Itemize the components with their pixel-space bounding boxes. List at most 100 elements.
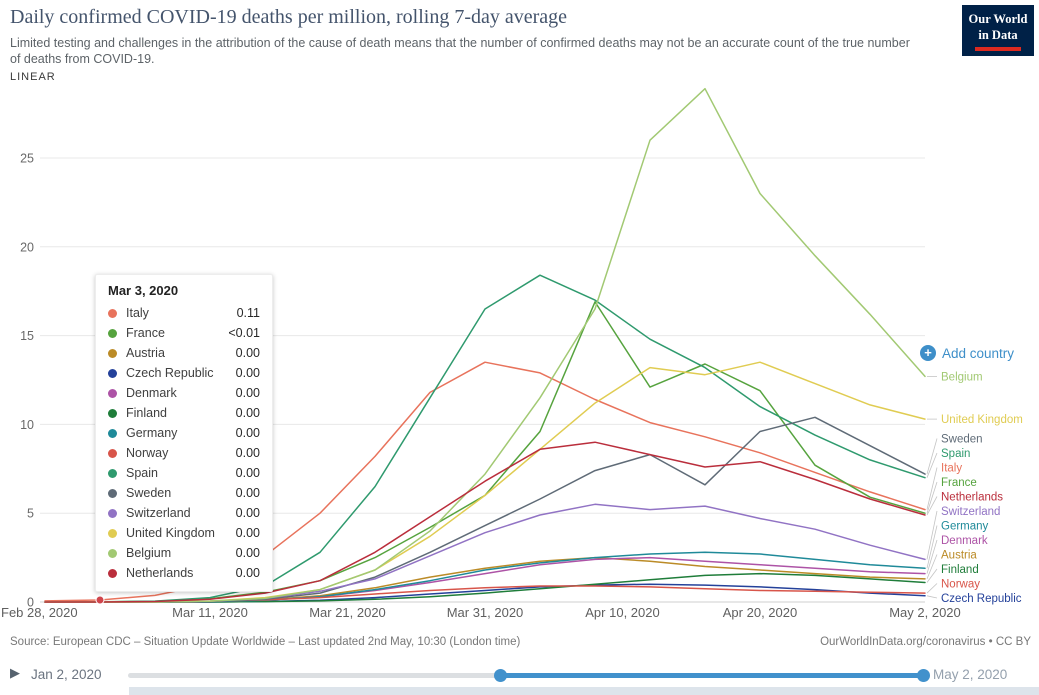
series-line-spain[interactable] [44, 274, 926, 603]
chart-tooltip: Mar 3, 2020 Italy 0.11 France <0.01 Austria 0… [95, 274, 273, 592]
series-color-dot [108, 328, 117, 338]
x-axis-tick-label: Apr 10, 2020 [585, 605, 659, 620]
add-country-button[interactable]: + Add country [920, 345, 1014, 361]
y-axis-tick-label: 20 [20, 240, 34, 254]
owid-logo[interactable]: Our World in Data [962, 5, 1034, 56]
tooltip-country-label: Austria [126, 346, 165, 360]
label-connector [926, 467, 938, 510]
tooltip-row: United Kingdom 0.00 [108, 523, 260, 543]
entity-label-netherlands[interactable]: Netherlands [941, 492, 1003, 504]
x-axis-tick-label: Apr 20, 2020 [723, 605, 797, 620]
tooltip-country-value: 0.00 [235, 386, 260, 400]
series-color-dot [108, 348, 117, 358]
entity-label-france[interactable]: France [941, 477, 977, 489]
entity-label-norway[interactable]: Norway [941, 579, 980, 591]
tooltip-row: Spain 0.00 [108, 463, 260, 483]
series-line-belgium[interactable] [44, 87, 926, 603]
timeline-handle-start[interactable] [494, 669, 507, 682]
tooltip-country-label: Switzerland [126, 506, 191, 520]
entity-label-germany[interactable]: Germany [941, 521, 989, 533]
y-axis-tick-label: 5 [27, 507, 34, 521]
entity-label-austria[interactable]: Austria [941, 550, 977, 562]
tooltip-country-label: Netherlands [126, 566, 194, 580]
tooltip-country-label: Finland [126, 406, 167, 420]
tooltip-row: Germany 0.00 [108, 423, 260, 443]
series-color-dot [108, 388, 117, 398]
entity-label-united-kingdom[interactable]: United Kingdom [941, 414, 1023, 426]
tooltip-country-label: United Kingdom [126, 526, 215, 540]
hover-marker-dot [95, 595, 105, 605]
source-note: Source: European CDC – Situation Update … [10, 636, 521, 648]
tooltip-country-label: Denmark [126, 386, 177, 400]
entity-label-italy[interactable]: Italy [941, 463, 962, 475]
entity-label-spain[interactable]: Spain [941, 448, 970, 460]
series-color-dot [108, 468, 117, 478]
series-color-dot [108, 428, 117, 438]
x-axis-tick-label: May 2, 2020 [889, 605, 961, 620]
label-connector [926, 525, 938, 569]
tooltip-country-value: 0.00 [235, 346, 260, 360]
series-line-netherlands[interactable] [44, 441, 926, 603]
play-icon[interactable]: ▶ [10, 665, 20, 680]
tooltip-row: Belgium 0.00 [108, 543, 260, 563]
entity-label-czech-republic[interactable]: Czech Republic [941, 593, 1022, 605]
tooltip-country-value: 0.00 [235, 466, 260, 480]
series-color-dot [108, 548, 117, 558]
attribution[interactable]: OurWorldInData.org/coronavirus • CC BY [820, 636, 1031, 648]
tooltip-row: Netherlands 0.00 [108, 563, 260, 583]
tooltip-row: Czech Republic 0.00 [108, 363, 260, 383]
tooltip-country-label: Sweden [126, 486, 172, 500]
tooltip-row: Norway 0.00 [108, 443, 260, 463]
tooltip-country-value: 0.00 [235, 546, 260, 560]
series-color-dot [108, 488, 117, 498]
linear-scale-toggle[interactable]: LINEAR [10, 71, 56, 83]
series-color-dot [108, 568, 117, 578]
horizontal-scrollbar[interactable] [129, 687, 1039, 695]
timeline-slider[interactable] [128, 669, 930, 682]
x-axis-tick-label: Mar 31, 2020 [447, 605, 524, 620]
label-connector [926, 438, 938, 475]
add-country-label: Add country [942, 345, 1015, 361]
label-connector [926, 510, 938, 560]
entity-label-sweden[interactable]: Sweden [941, 434, 983, 446]
tooltip-date: Mar 3, 2020 [108, 283, 179, 298]
tooltip-row: Austria 0.00 [108, 343, 260, 363]
timeline-selected-range[interactable] [500, 673, 925, 678]
tooltip-country-value: 0.11 [236, 306, 260, 320]
y-axis-tick-label: 0 [27, 596, 34, 610]
tooltip-row: Finland 0.00 [108, 403, 260, 423]
tooltip-country-label: France [126, 326, 165, 340]
entity-label-denmark[interactable]: Denmark [941, 535, 988, 547]
tooltip-country-value: 0.00 [235, 446, 260, 460]
entity-label-finland[interactable]: Finland [941, 564, 979, 576]
tooltip-country-label: Germany [126, 426, 178, 440]
tooltip-country-value: 0.00 [235, 406, 260, 420]
tooltip-country-value: 0.00 [235, 506, 260, 520]
y-axis-tick-label: 10 [20, 418, 34, 432]
series-color-dot [108, 368, 117, 378]
tooltip-country-value: 0.00 [235, 566, 260, 580]
chart-subtitle: Limited testing and challenges in the at… [10, 36, 910, 66]
logo-line-1: Our World [968, 12, 1028, 26]
label-connector [926, 539, 938, 574]
tooltip-row: Denmark 0.00 [108, 383, 260, 403]
y-axis-tick-label: 15 [20, 329, 34, 343]
label-connector [926, 568, 938, 583]
series-color-dot [108, 528, 117, 538]
tooltip-row: France <0.01 [108, 323, 260, 343]
timeline-start-label: Jan 2, 2020 [31, 667, 102, 682]
x-axis-tick-label: Feb 28, 2020 [1, 605, 78, 620]
tooltip-rows: Italy 0.11 France <0.01 Austria 0.00 Czech Rep… [108, 303, 260, 583]
tooltip-row: Sweden 0.00 [108, 483, 260, 503]
label-connector [926, 595, 938, 599]
timeline-end-label: May 2, 2020 [933, 667, 1008, 682]
timeline-handle-end[interactable] [917, 669, 930, 682]
series-color-dot [108, 408, 117, 418]
label-connector [926, 583, 938, 594]
y-axis-tick-label: 25 [20, 152, 34, 166]
entity-label-switzerland[interactable]: Switzerland [941, 506, 1000, 518]
entity-label-belgium[interactable]: Belgium [941, 371, 983, 383]
label-connector [926, 496, 938, 516]
tooltip-row: Switzerland 0.00 [108, 503, 260, 523]
plus-circle-icon: + [920, 345, 936, 361]
